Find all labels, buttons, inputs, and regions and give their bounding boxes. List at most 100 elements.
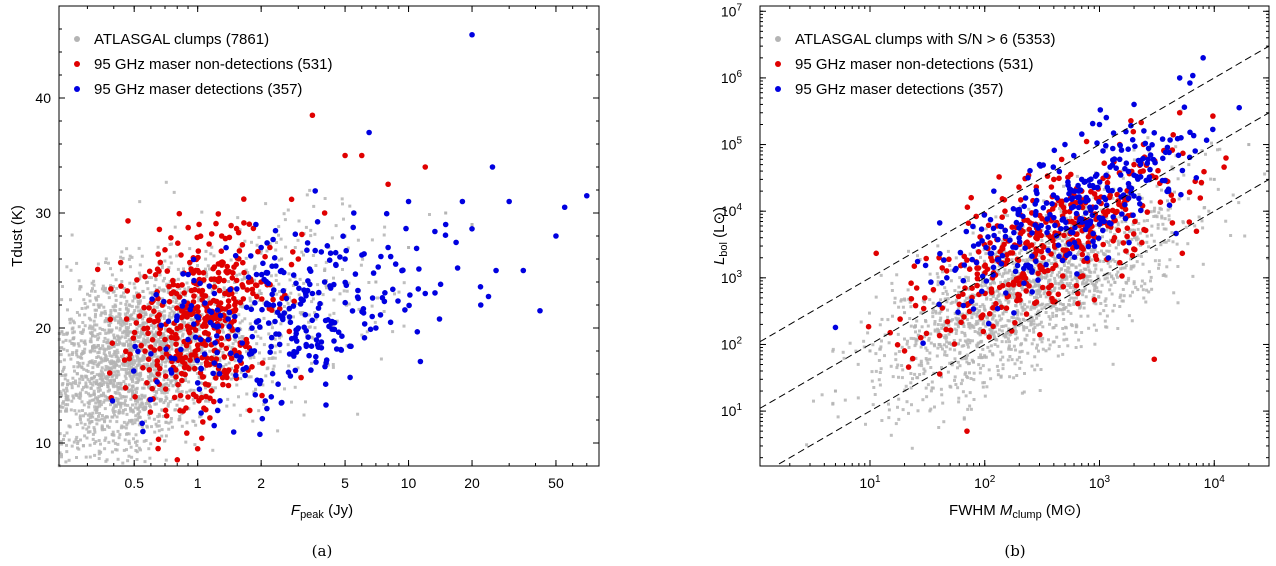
- bg-clump-point: [332, 298, 336, 302]
- non-detection-point: [190, 391, 197, 398]
- bg-clump-point: [93, 428, 97, 432]
- bg-clump-point: [963, 372, 967, 376]
- bg-clump-point: [90, 289, 93, 293]
- detection-point: [252, 300, 258, 306]
- bg-clump-point: [1181, 221, 1185, 225]
- bg-clump-point: [933, 320, 937, 323]
- detection-point: [270, 236, 276, 243]
- bg-clump-point: [987, 368, 991, 372]
- non-detection-point: [249, 364, 255, 370]
- bg-clump-point: [155, 305, 159, 309]
- bg-clump-point: [1070, 263, 1074, 267]
- bg-clump-point: [190, 349, 193, 353]
- bg-clump-point: [1204, 152, 1207, 156]
- non-detection-point: [1039, 284, 1046, 291]
- bg-clump-point: [135, 291, 139, 295]
- bg-clump-point: [914, 356, 918, 360]
- bg-clump-point: [954, 316, 958, 320]
- bg-clump-point: [1047, 278, 1051, 282]
- bg-clump-point: [215, 286, 219, 289]
- bg-clump-point: [1054, 323, 1058, 327]
- non-detection-point: [309, 112, 316, 119]
- bg-clump-point: [115, 359, 119, 363]
- bg-clump-point: [103, 287, 107, 291]
- detection-point: [313, 312, 320, 319]
- bg-clump-point: [160, 398, 163, 402]
- bg-clump-point: [1106, 261, 1110, 265]
- non-detection-point: [149, 337, 156, 343]
- bg-clump-point: [122, 425, 126, 429]
- non-detection-point: [194, 342, 201, 348]
- bg-clump-point: [944, 289, 948, 293]
- bg-clump-point: [71, 351, 75, 355]
- bg-clump-point: [962, 344, 966, 348]
- bg-clump-point: [1038, 337, 1042, 341]
- bg-clump-point: [159, 335, 163, 339]
- bg-clump-point: [1038, 287, 1042, 290]
- bg-clump-point: [954, 332, 958, 335]
- bg-clump-point: [1001, 367, 1005, 371]
- non-detection-point: [943, 268, 950, 274]
- bg-clump-point: [916, 254, 919, 258]
- non-detection-point: [172, 335, 178, 342]
- bg-clump-point: [444, 211, 448, 215]
- bg-clump-point: [1001, 311, 1005, 315]
- bg-clump-point: [61, 369, 65, 373]
- bg-clump-point: [1120, 299, 1124, 303]
- bg-clump-point: [109, 346, 113, 350]
- bg-clump-point: [1116, 270, 1120, 274]
- bg-clump-point: [379, 357, 383, 361]
- bg-clump-point: [931, 301, 935, 305]
- bg-clump-point: [62, 367, 66, 371]
- bg-clump-point: [1047, 347, 1051, 351]
- bg-clump-point: [1064, 305, 1068, 309]
- bg-clump-point: [1093, 289, 1097, 293]
- bg-clump-point: [117, 409, 121, 413]
- bg-clump-point: [940, 326, 944, 330]
- bg-clump-point: [170, 242, 173, 246]
- bg-clump-point: [107, 323, 111, 327]
- bg-clump-point: [190, 364, 194, 368]
- bg-clump-point: [78, 287, 82, 291]
- bg-clump-point: [212, 254, 216, 258]
- detection-point: [454, 265, 461, 271]
- bg-clump-point: [864, 422, 867, 426]
- bg-clump-point: [91, 366, 95, 370]
- bg-clump-point: [282, 212, 286, 216]
- bg-clump-point: [180, 390, 184, 394]
- bg-clump-point: [1017, 324, 1021, 328]
- non-detection-point: [194, 267, 201, 274]
- bg-clump-point: [1010, 358, 1014, 362]
- bg-clump-point: [900, 364, 904, 367]
- bg-clump-point: [1066, 269, 1070, 273]
- bg-clump-point: [1044, 303, 1048, 307]
- bg-clump-point: [994, 319, 998, 323]
- bg-clump-point: [943, 286, 947, 290]
- detection-point: [375, 264, 382, 270]
- bg-clump-point: [103, 394, 107, 398]
- bg-clump-point: [1054, 238, 1058, 242]
- bg-clump-point: [278, 336, 282, 340]
- bg-clump-point: [140, 377, 144, 381]
- detection-point: [153, 291, 159, 298]
- bg-clump-point: [900, 376, 904, 380]
- bg-clump-point: [231, 342, 235, 346]
- bg-clump-point: [106, 424, 109, 428]
- bg-clump-point: [122, 448, 126, 452]
- bg-clump-point: [164, 420, 168, 424]
- detection-point: [214, 333, 220, 339]
- detection-point: [266, 301, 272, 308]
- non-detection-point: [208, 388, 215, 394]
- non-detection-point: [241, 196, 247, 202]
- bg-clump-point: [1170, 165, 1174, 169]
- bg-clump-point: [935, 354, 939, 358]
- bg-clump-point: [156, 415, 160, 419]
- bg-clump-point: [931, 315, 935, 319]
- bg-clump-point: [1128, 230, 1132, 234]
- bg-clump-point: [982, 304, 986, 308]
- bg-clump-point: [196, 367, 199, 371]
- bg-clump-point: [110, 366, 114, 370]
- bg-clump-point: [264, 374, 268, 378]
- non-detection-point: [249, 286, 256, 293]
